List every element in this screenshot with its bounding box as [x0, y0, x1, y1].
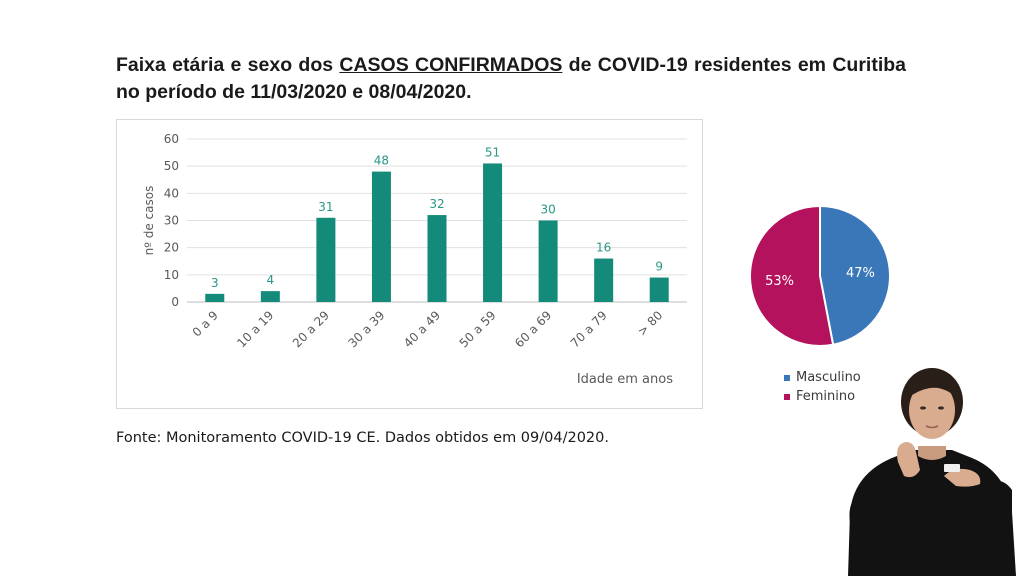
chart-title: Faixa etária e sexo dos CASOS CONFIRMADO…: [116, 52, 906, 106]
x-tick-label: 60 a 69: [512, 308, 554, 350]
y-tick-label: 20: [164, 241, 179, 255]
legend-item-masculino: Masculino: [784, 368, 861, 387]
bar-value-label: 9: [655, 260, 663, 274]
bar-value-label: 31: [318, 200, 333, 214]
x-tick-label: > 80: [635, 308, 666, 339]
x-tick-label: 50 a 59: [457, 308, 499, 350]
x-tick-label: 10 a 19: [234, 308, 276, 350]
x-axis-title: Idade em anos: [577, 372, 673, 387]
legend-swatch-feminino: [784, 393, 790, 400]
y-tick-label: 0: [171, 295, 179, 309]
pie-slice-feminino: [749, 204, 835, 347]
y-axis-title: nº de casos: [142, 186, 156, 256]
pie-legend: Masculino Feminino: [784, 368, 861, 406]
legend-label-feminino: Feminino: [796, 389, 856, 404]
bar: [649, 277, 669, 302]
y-tick-label: 30: [164, 214, 179, 228]
bar: [260, 291, 280, 302]
source-note: Fonte: Monitoramento COVID-19 CE. Dados …: [116, 430, 609, 446]
bar: [538, 220, 558, 302]
bar: [427, 215, 447, 302]
bar-chart-frame: 0 10 20 30 40 50 60 nº de casos 3 0 a 9 4 10 a 19 31…: [116, 119, 703, 409]
bar-value-label: 3: [211, 276, 219, 290]
y-tick-label: 10: [164, 268, 179, 282]
bar: [205, 293, 225, 302]
pie-slice-masculino: [819, 204, 891, 346]
bar-value-label: 30: [540, 203, 555, 217]
x-tick-label: 70 a 79: [568, 308, 610, 350]
bar-value-label: 16: [596, 241, 611, 255]
bar: [371, 171, 391, 302]
pie-slice-label: 47%: [846, 266, 875, 281]
x-tick-label: 40 a 49: [401, 308, 443, 350]
bar-value-label: 4: [267, 273, 275, 287]
sign-language-interpreter: [848, 368, 1016, 576]
bar-value-label: 48: [374, 154, 389, 168]
title-part2: de COVID-19 residentes em Curitiba no pe…: [116, 54, 906, 103]
bar: [483, 163, 503, 302]
y-tick-label: 50: [164, 159, 179, 173]
pie-slice-label: 53%: [765, 274, 794, 289]
title-highlight: CASOS CONFIRMADOS: [339, 54, 563, 76]
bar-value-label: 51: [485, 145, 500, 159]
x-tick-label: 30 a 39: [345, 308, 387, 350]
legend-swatch-masculino: [784, 374, 790, 381]
y-tick-label: 60: [164, 132, 179, 146]
title-part1: Faixa etária e sexo dos: [116, 54, 340, 76]
y-tick-label: 40: [164, 186, 179, 200]
pie-chart: 47% 53%: [749, 204, 891, 347]
legend-item-feminino: Feminino: [784, 387, 861, 406]
x-tick-label: 20 a 29: [290, 308, 332, 350]
bar-chart: 0 10 20 30 40 50 60 nº de casos 3 0 a 9 4 10 a 19 31…: [142, 132, 687, 387]
legend-label-masculino: Masculino: [796, 370, 861, 385]
x-tick-label: 0 a 9: [190, 308, 221, 339]
bar: [316, 217, 336, 302]
bar: [594, 258, 614, 302]
bar-value-label: 32: [429, 197, 444, 211]
